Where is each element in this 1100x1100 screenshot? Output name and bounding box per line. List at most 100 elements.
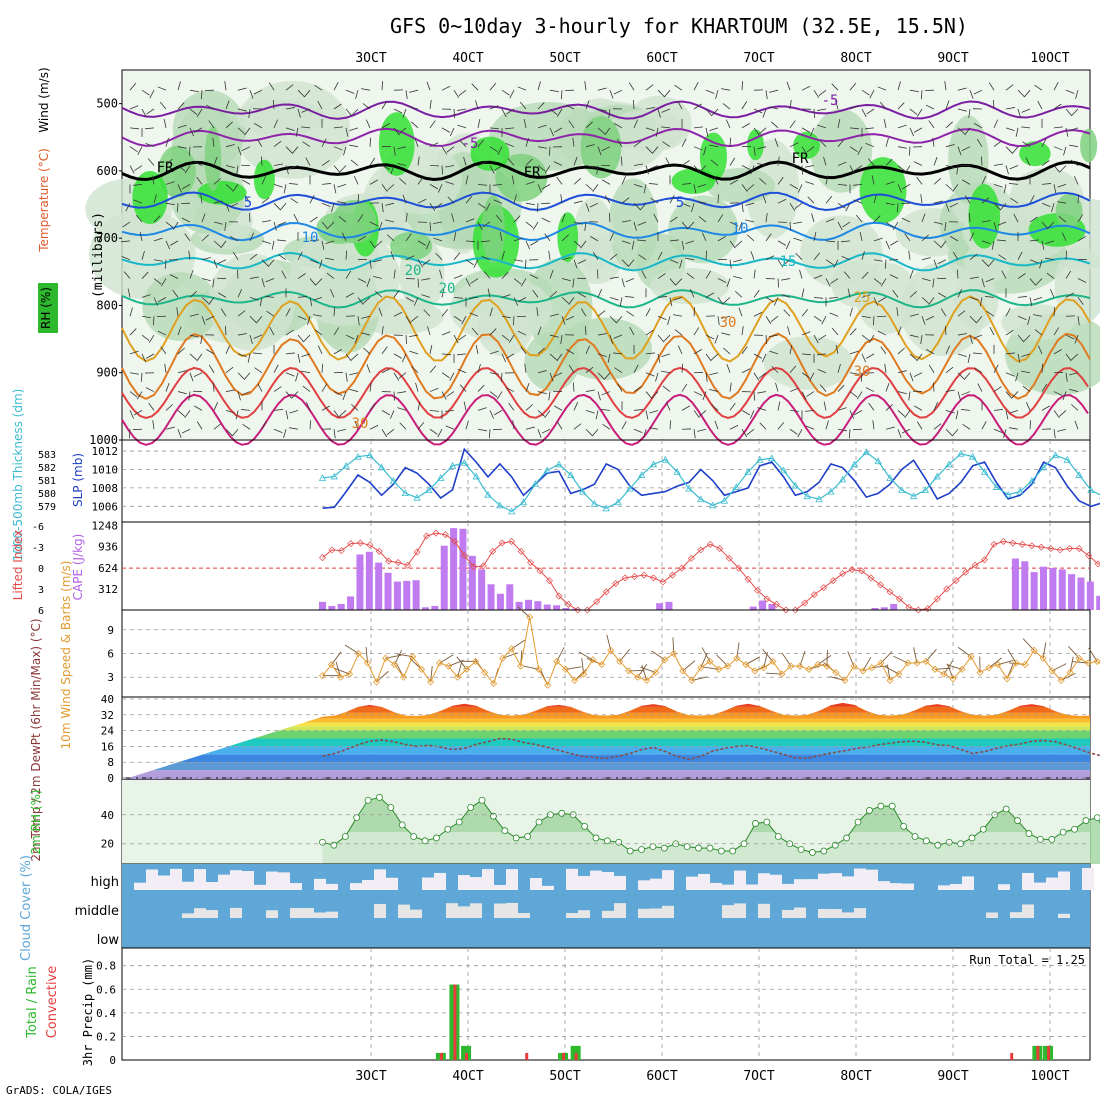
thickness-point: [1039, 463, 1048, 471]
wind-barb: [645, 146, 653, 154]
wind-barb: [148, 334, 155, 343]
wind-barb: [439, 269, 443, 279]
cloud-high: [650, 878, 662, 890]
cape-bar: [412, 580, 420, 610]
wind-barb: [933, 178, 941, 185]
wind-barb: [865, 142, 875, 148]
wind-barb: [445, 181, 455, 185]
cloud-high: [1046, 877, 1058, 890]
wind-barb: [1023, 89, 1031, 98]
rh-high-area: [158, 145, 196, 198]
cape-bar: [759, 600, 767, 610]
wind-barb: [597, 108, 607, 112]
cloud-high: [314, 878, 326, 890]
cape-bar: [393, 581, 401, 610]
wind-barb: [163, 118, 167, 128]
wind-barb: [637, 663, 648, 678]
cloud-middle: [446, 903, 458, 918]
rh-point: [934, 841, 942, 849]
wind-barb: [1075, 90, 1079, 99]
wind-barb: [681, 240, 685, 250]
wind-barb: [333, 165, 341, 173]
wind-barb: [524, 363, 527, 373]
rh-label: RH (%): [39, 287, 53, 329]
wind-barb: [837, 183, 847, 186]
wind-speed-point: [751, 667, 759, 675]
cape-bar: [534, 601, 542, 610]
wind-speed-point: [1030, 646, 1038, 654]
li-tick: -6: [32, 522, 44, 533]
cloud-high: [434, 872, 446, 890]
wind-barb: [795, 252, 803, 260]
wind-barb: [357, 214, 364, 223]
wind-barb: [517, 606, 530, 618]
wind-barb: [973, 352, 983, 355]
wind-barb: [160, 346, 167, 355]
cloud-middle: [194, 908, 206, 918]
wind-barb: [753, 391, 756, 401]
li-point: [706, 540, 714, 548]
cloud-high: [854, 868, 866, 890]
wind-barb: [861, 271, 869, 279]
wind-barb: [473, 259, 479, 268]
wind-barb: [957, 146, 962, 156]
date-label-top: 10OCT: [1030, 51, 1069, 66]
wind-barb: [705, 127, 709, 137]
rh-point: [330, 841, 338, 849]
wind-barb: [573, 240, 581, 248]
wind-barb: [177, 124, 187, 129]
wind-speed-point: [895, 670, 903, 678]
wind-barb: [691, 203, 695, 212]
wind-barb: [242, 423, 251, 430]
cape-tick: 1248: [92, 520, 119, 533]
wind-barb: [637, 239, 647, 242]
wind-barb: [649, 183, 659, 185]
wind-barb: [297, 296, 307, 298]
wind-speed-point: [526, 613, 534, 621]
thickness-point: [318, 474, 327, 481]
wind-barb: [249, 232, 255, 242]
wind-barb: [880, 651, 893, 664]
rh-area: [763, 336, 853, 390]
wind-barb: [908, 146, 911, 156]
wind-barb: [345, 108, 353, 117]
wind-barb: [857, 146, 863, 155]
wind-barb: [909, 372, 914, 382]
wind-barb: [182, 184, 191, 190]
cape-bar: [768, 603, 776, 610]
wind-barb: [616, 138, 623, 147]
cloud-high: [494, 884, 506, 890]
wind-barb: [703, 146, 707, 156]
wind-speed-point: [454, 673, 462, 681]
wind-barb: [429, 100, 432, 110]
wind-barb: [205, 315, 215, 321]
wind-barb: [465, 420, 469, 430]
wind-barb: [825, 175, 829, 185]
wind-barb: [613, 334, 623, 339]
li-point: [394, 559, 402, 567]
thickness-point: [945, 460, 953, 468]
cape-bar: [562, 607, 570, 610]
wind-barb: [801, 146, 808, 155]
wind-barb: [835, 100, 839, 110]
wind-barb: [789, 142, 799, 148]
wind-barb: [880, 278, 887, 287]
wind-barb: [801, 127, 810, 133]
wind-barb: [125, 203, 131, 212]
cloud-high: [890, 883, 902, 890]
wind-barb: [449, 127, 455, 137]
cloud-high: [266, 871, 278, 890]
wind-barb: [485, 203, 491, 212]
wind-barb: [537, 165, 546, 172]
wind-barb: [261, 175, 267, 185]
wind-barb: [920, 334, 923, 345]
li-point: [810, 591, 818, 599]
wind-barb: [434, 202, 443, 210]
wind-barb: [513, 215, 521, 223]
wind-barb: [423, 309, 431, 317]
wind-barb: [293, 213, 299, 223]
cloud-high: [830, 873, 842, 890]
thickness-point: [567, 471, 575, 478]
wind-barb: [373, 259, 383, 263]
contour-label: 20: [439, 281, 456, 297]
